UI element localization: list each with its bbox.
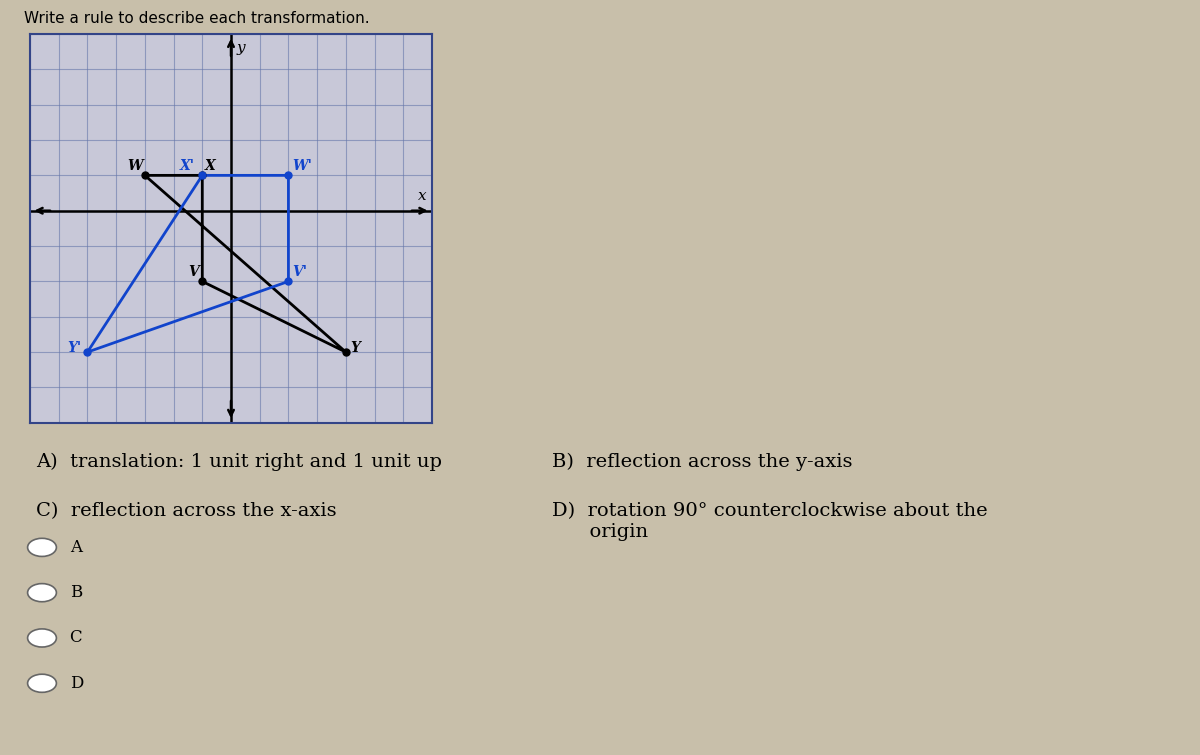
Text: X': X' (179, 159, 194, 173)
Text: V: V (188, 265, 199, 279)
Text: X: X (205, 159, 216, 173)
Text: C: C (70, 630, 83, 646)
Text: D: D (70, 675, 83, 692)
Text: x: x (418, 189, 426, 203)
Text: D)  rotation 90° counterclockwise about the
      origin: D) rotation 90° counterclockwise about t… (552, 502, 988, 541)
Text: Y: Y (350, 341, 360, 355)
Text: Write a rule to describe each transformation.: Write a rule to describe each transforma… (24, 11, 370, 26)
Text: y: y (236, 41, 245, 54)
Text: V': V' (293, 265, 307, 279)
Text: A)  translation: 1 unit right and 1 unit up: A) translation: 1 unit right and 1 unit … (36, 453, 442, 471)
Text: B: B (70, 584, 82, 601)
Text: C)  reflection across the x-axis: C) reflection across the x-axis (36, 502, 337, 520)
Text: W': W' (293, 159, 313, 173)
Text: W: W (127, 159, 143, 173)
Text: A: A (70, 539, 82, 556)
Text: B)  reflection across the y-axis: B) reflection across the y-axis (552, 453, 852, 471)
Text: Y': Y' (67, 341, 82, 355)
